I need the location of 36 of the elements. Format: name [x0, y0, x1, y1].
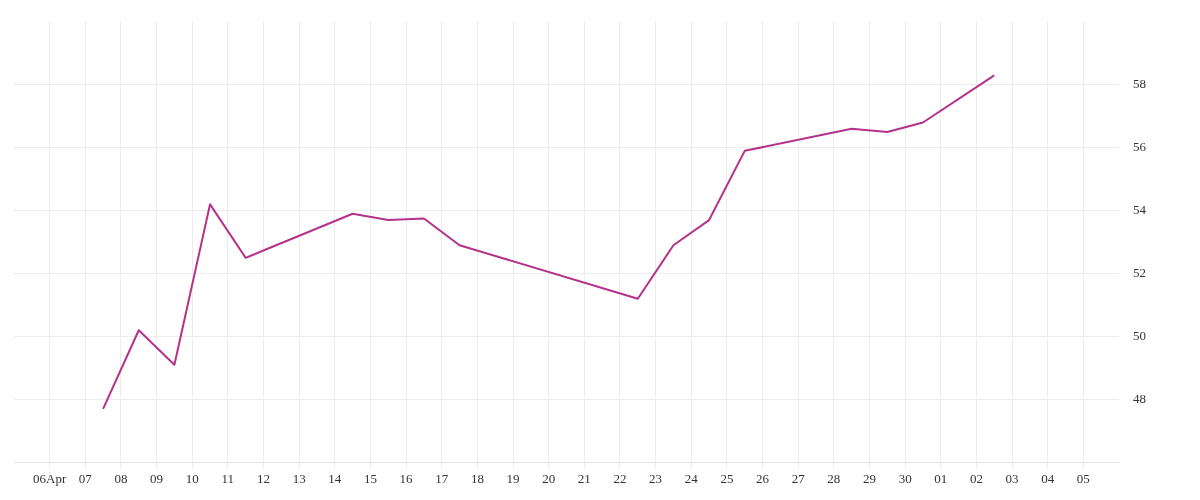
y-tick-label: 52 [1133, 264, 1146, 280]
y-tick-label: 58 [1133, 76, 1146, 92]
x-tick-label: 21 [577, 470, 591, 486]
x-tick-label: 30 [898, 470, 912, 486]
x-tick-label: 07 [78, 470, 93, 486]
x-tick-label: 08 [114, 470, 128, 486]
x-tick-label: 06Apr [33, 470, 67, 486]
x-tick-label: 11 [221, 470, 235, 486]
x-tick-label: 18 [470, 470, 484, 486]
x-tick-label: 02 [969, 470, 983, 486]
x-tick-label: 27 [791, 470, 806, 486]
y-tick-label: 50 [1133, 327, 1146, 343]
x-tick-label: 12 [257, 470, 271, 486]
y-tick-label: 48 [1133, 390, 1146, 406]
x-tick-label: 09 [150, 470, 164, 486]
x-tick-label: 05 [1076, 470, 1090, 486]
x-tick-label: 04 [1041, 470, 1055, 486]
x-tick-label: 14 [328, 470, 342, 486]
x-tick-label: 17 [435, 470, 449, 486]
x-tick-label: 22 [613, 470, 627, 486]
x-tick-label: 23 [649, 470, 663, 486]
x-tick-label: 26 [756, 470, 770, 486]
x-tick-label: 03 [1005, 470, 1019, 486]
x-tick-label: 01 [934, 470, 948, 486]
x-tick-label: 28 [827, 470, 841, 486]
x-tick-label: 10 [185, 470, 199, 486]
x-tick-label: 19 [506, 470, 520, 486]
x-tick-label: 29 [862, 470, 876, 486]
x-tick-label: 13 [292, 470, 306, 486]
y-tick-label: 56 [1133, 139, 1147, 155]
x-tick-label: 25 [720, 470, 734, 486]
y-tick-label: 54 [1133, 202, 1147, 218]
x-tick-label: 16 [399, 470, 414, 486]
x-tick-label: 20 [542, 470, 556, 486]
x-tick-label: 24 [684, 470, 699, 486]
x-tick-label: 15 [363, 470, 377, 486]
